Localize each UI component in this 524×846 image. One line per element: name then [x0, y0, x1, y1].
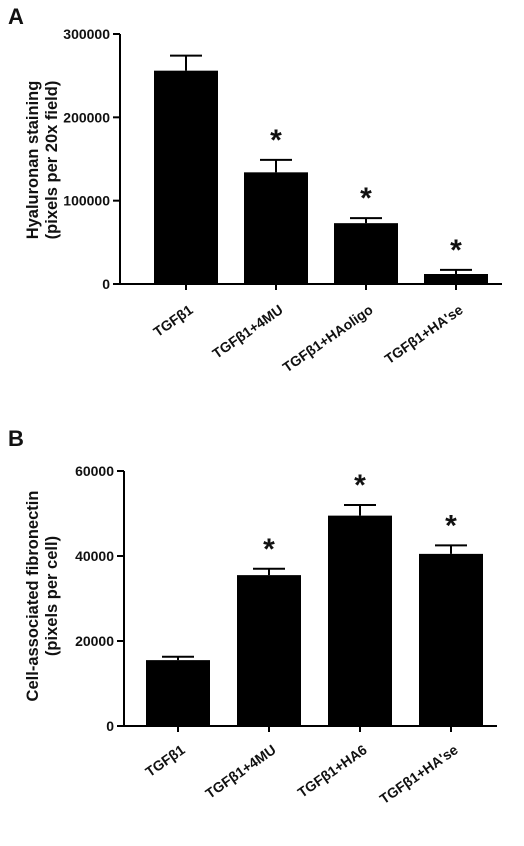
bar [237, 575, 301, 726]
x-tick-label: TGFβ1+4MU [202, 741, 278, 801]
x-tick-label: TGFβ1 [150, 301, 196, 340]
panel-a-plot: 0 100000 200000 300000 TGFβ1 TGFβ1+4MU * TGFβ1+… [63, 26, 502, 375]
x-tick-label: TGFβ1 [142, 741, 188, 780]
y-tick-label: 100000 [63, 193, 110, 209]
panel-a-letter: A [8, 4, 24, 29]
panel-a-ylabel-line1: Hyaluronan staining [24, 81, 42, 240]
panel-a-ylabel-line2: (pixels per 20x field) [43, 81, 61, 240]
y-tick-label: 0 [106, 718, 114, 734]
x-tick-label: TGFβ1+HAoligo [280, 301, 376, 375]
significance-marker: * [270, 124, 282, 157]
significance-marker: * [360, 182, 372, 215]
bar [419, 553, 483, 726]
y-tick-label: 200000 [63, 109, 110, 125]
significance-marker: * [450, 234, 462, 267]
x-tick-label: TGFβ1+HA6 [295, 741, 370, 800]
significance-marker: * [263, 533, 275, 566]
bar [328, 515, 392, 726]
panel-b-ylabel-line1: Cell-associated fibronectin [24, 491, 42, 702]
x-tick-label: TGFβ1+4MU [209, 301, 285, 361]
panel-b-plot: 0 20000 40000 60000 TGFβ1 TGFβ1+4MU * TGFβ1+HA6… [75, 463, 497, 807]
panel-b-ylabel-line2: (pixels per cell) [43, 536, 61, 656]
panel-b-letter: B [8, 426, 24, 451]
bar [244, 172, 308, 284]
significance-marker: * [354, 469, 366, 502]
y-tick-label: 60000 [75, 463, 114, 479]
x-tick-label: TGFβ1+HA'se [376, 741, 460, 807]
bar [334, 223, 398, 284]
significance-marker: * [445, 509, 457, 542]
y-tick-label: 20000 [75, 633, 114, 649]
y-tick-label: 0 [102, 276, 110, 292]
y-tick-label: 300000 [63, 26, 110, 42]
bar [146, 660, 210, 726]
y-tick-label: 40000 [75, 548, 114, 564]
bar [154, 70, 218, 285]
x-tick-label: TGFβ1+HA'se [381, 301, 465, 367]
bar [424, 274, 488, 284]
